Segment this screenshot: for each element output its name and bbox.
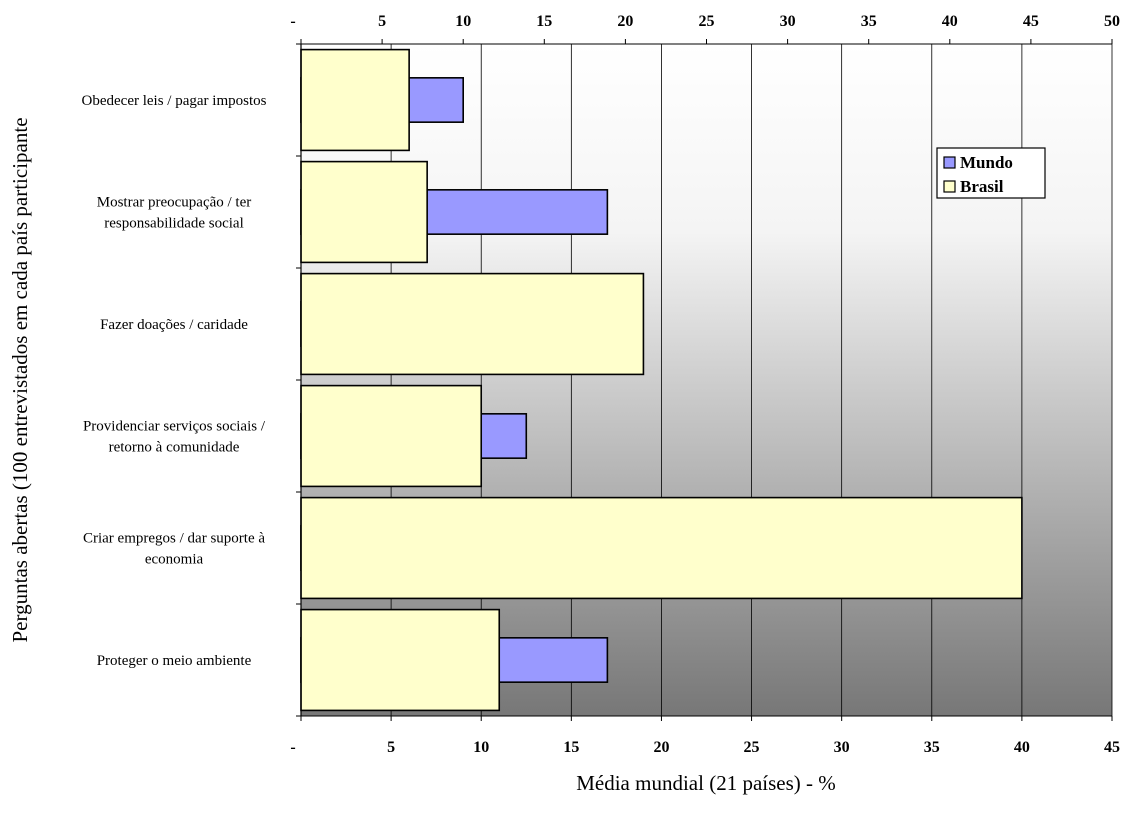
bottom-tick-label: 15 bbox=[563, 739, 579, 756]
top-tick-label: 40 bbox=[942, 13, 958, 30]
bar-brasil bbox=[300, 384, 483, 488]
category-label-line: Providenciar serviços sociais / bbox=[83, 419, 266, 435]
category-label-line: economia bbox=[145, 552, 204, 568]
bars bbox=[300, 48, 1023, 712]
bar-brasil bbox=[300, 608, 501, 712]
category-label: Criar empregos / dar suporte à economia bbox=[83, 531, 265, 568]
top-tick-label: 5 bbox=[378, 13, 386, 30]
legend-swatch-mundo bbox=[943, 156, 956, 169]
legend-label-mundo: Mundo bbox=[960, 153, 1013, 172]
category-label-line: responsabilidade social bbox=[104, 216, 244, 232]
bottom-tick-label: 45 bbox=[1104, 739, 1120, 756]
category-label-line: Fazer doações / caridade bbox=[100, 317, 248, 333]
x-axis-title: Média mundial (21 países) - % bbox=[576, 771, 836, 795]
category-label: Providenciar serviços sociais / retorno à… bbox=[83, 419, 266, 456]
category-label-line: Mostrar preocupação / ter bbox=[97, 195, 252, 211]
bottom-tick-label: - bbox=[290, 739, 295, 756]
bar-brasil bbox=[300, 496, 1023, 600]
bottom-tick-label: 5 bbox=[387, 739, 395, 756]
legend-swatch-brasil bbox=[943, 180, 956, 193]
top-tick-label: 35 bbox=[861, 13, 877, 30]
top-tick-label: 10 bbox=[455, 13, 471, 30]
legend-label-brasil: Brasil bbox=[960, 177, 1004, 196]
bar-brasil bbox=[300, 160, 428, 264]
bottom-tick-label: 25 bbox=[744, 739, 760, 756]
top-tick-label: 50 bbox=[1104, 13, 1120, 30]
top-tick-label: 20 bbox=[617, 13, 633, 30]
top-tick-label: 25 bbox=[699, 13, 715, 30]
top-tick-label: - bbox=[290, 13, 295, 30]
category-label-line: Obedecer leis / pagar impostos bbox=[82, 93, 267, 109]
category-label-line: Criar empregos / dar suporte à bbox=[83, 531, 265, 547]
bottom-tick-label: 20 bbox=[653, 739, 669, 756]
category-label: Obedecer leis / pagar impostos bbox=[82, 93, 267, 109]
axes: Obedecer leis / pagar impostos Mostrar pr… bbox=[82, 13, 1120, 756]
bottom-tick-label: 10 bbox=[473, 739, 489, 756]
y-axis-title: Perguntas abertas (100 entrevistados em … bbox=[8, 117, 32, 642]
bottom-tick-label: 35 bbox=[924, 739, 940, 756]
category-label: Mostrar preocupação / ter responsabilidad… bbox=[97, 195, 252, 232]
bottom-tick-label: 40 bbox=[1014, 739, 1030, 756]
top-tick-label: 15 bbox=[536, 13, 552, 30]
category-label-line: Proteger o meio ambiente bbox=[97, 653, 252, 669]
bar-brasil bbox=[300, 272, 645, 376]
top-tick-label: 45 bbox=[1023, 13, 1039, 30]
top-tick-label: 30 bbox=[780, 13, 796, 30]
legend: Mundo Brasil bbox=[936, 147, 1046, 199]
category-label: Proteger o meio ambiente bbox=[97, 653, 252, 669]
bottom-tick-label: 30 bbox=[834, 739, 850, 756]
category-label: Fazer doações / caridade bbox=[100, 317, 248, 333]
bar-brasil bbox=[300, 48, 410, 152]
category-label-line: retorno à comunidade bbox=[109, 440, 240, 456]
